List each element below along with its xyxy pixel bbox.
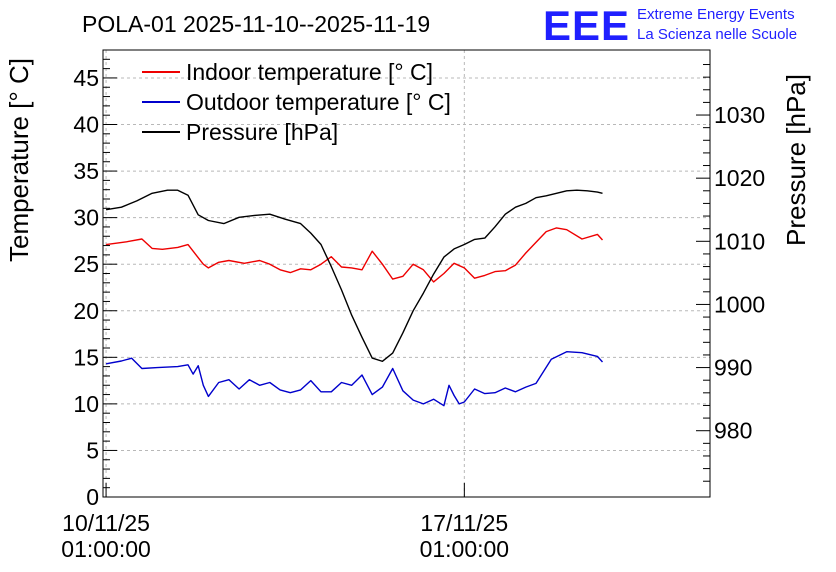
- logo-line-1: Extreme Energy Events: [637, 6, 795, 23]
- eee-logo: EEE Extreme Energy Events La Scienza nel…: [543, 2, 797, 49]
- series-line-outdoor: [105, 351, 604, 407]
- left-axis-ticks: 0 5 10 15 20 25 30 35 40 45: [73, 58, 117, 510]
- x-tick-label-time: 01:00:00: [420, 536, 510, 562]
- y2-tick-label: 1030: [714, 102, 765, 128]
- y2-tick-label: 990: [714, 355, 752, 381]
- y-tick-label: 15: [73, 344, 99, 370]
- y-tick-label: 25: [73, 251, 99, 277]
- series-line-indoor: [106, 227, 604, 283]
- right-axis-ticks: 980 990 1000 1010 1020 1030: [696, 64, 765, 482]
- y2-tick-label: 980: [714, 418, 752, 444]
- legend-label-indoor: Indoor temperature [° C]: [186, 59, 433, 85]
- chart-title: POLA-01 2025-11-10--2025-11-19: [82, 11, 430, 37]
- y-tick-label: 30: [73, 205, 99, 231]
- y-tick-label: 10: [73, 391, 99, 417]
- y-tick-label: 0: [86, 484, 99, 510]
- legend-label-outdoor: Outdoor temperature [° C]: [186, 89, 451, 115]
- legend: Indoor temperature [° C] Outdoor tempera…: [142, 59, 451, 145]
- series-line-pressure: [105, 189, 603, 362]
- y-tick-label: 45: [73, 65, 99, 91]
- grid-lines: [103, 50, 710, 497]
- y2-tick-label: 1020: [714, 165, 765, 191]
- y-tick-label: 35: [73, 158, 99, 184]
- logo-mark: EEE: [543, 2, 630, 49]
- x-tick-label-date: 17/11/25: [420, 510, 508, 536]
- x-tick-label-time: 01:00:00: [61, 536, 151, 562]
- y-tick-label: 5: [86, 437, 99, 463]
- series-group: [105, 189, 604, 407]
- plot-frame: [102, 49, 711, 498]
- y-tick-label: 20: [73, 298, 99, 324]
- legend-label-pressure: Pressure [hPa]: [186, 119, 338, 145]
- y2-axis-label: Pressure [hPa]: [781, 74, 811, 246]
- y-tick-label: 40: [73, 112, 99, 138]
- y-axis-label: Temperature [° C]: [4, 58, 34, 262]
- x-tick-label-date: 10/11/25: [62, 510, 150, 536]
- logo-line-2: La Scienza nelle Scuole: [637, 26, 797, 43]
- y2-tick-label: 1000: [714, 291, 765, 317]
- y2-tick-label: 1010: [714, 228, 765, 254]
